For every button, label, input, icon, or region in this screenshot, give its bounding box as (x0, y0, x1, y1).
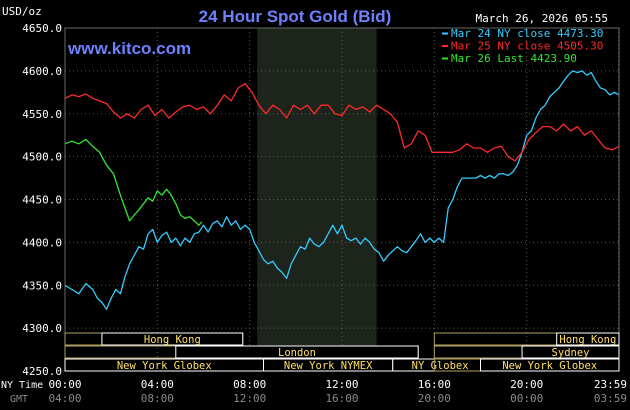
session-bar-label: Hong Kong (144, 334, 201, 346)
shaded-region-rect (257, 28, 377, 371)
nymex-shaded-region (257, 28, 377, 371)
chart-title: 24 Hour Spot Gold (Bid) (199, 7, 392, 26)
session-bar-label: New York Globex (117, 360, 212, 372)
brand-watermark: www.kitco.com (67, 39, 191, 58)
series-line-1 (64, 70, 620, 310)
x-tick-label-ny: 04:00 (141, 378, 174, 391)
x-tick-label-ny: 20:00 (510, 378, 543, 391)
session-bar-active (101, 332, 244, 346)
x-tick-label-ny: 23:59 (594, 378, 627, 391)
series-lines (64, 70, 620, 310)
session-bar-active (521, 345, 620, 359)
session-bar-label: London (278, 347, 316, 359)
y-tick-label: 4350.0 (22, 279, 62, 292)
y-axis-unit-label: USD/oz (2, 5, 42, 18)
x-tick-label-gmt: 12:00 (233, 392, 266, 405)
session-bar-label: Sydney (552, 347, 590, 359)
x-tick-label-ny: 08:00 (233, 378, 266, 391)
session-bar-active (480, 358, 620, 372)
series-line-2 (64, 83, 620, 162)
x-tick-label-gmt: 08:00 (141, 392, 174, 405)
session-bar-active (556, 332, 620, 346)
y-tick-label: 4550.0 (22, 108, 62, 121)
x-tick-label-gmt: 20:00 (418, 392, 451, 405)
x-tick-label-gmt: 04:00 (48, 392, 81, 405)
session-bar-label: New York Globex (502, 360, 597, 372)
x-tick-label-gmt: 00:00 (510, 392, 543, 405)
x-tick-label-gmt: 16:00 (325, 392, 358, 405)
x-axis-ny-time-label: NY Time (1, 380, 43, 391)
x-axis-labels: NY Time GMT 00:0004:0004:0008:0008:0012:… (1, 378, 627, 405)
legend-entry-2: Mar 25 NY close 4505.30 (451, 40, 603, 53)
y-tick-label: 4600.0 (22, 65, 62, 78)
legend-entry-3: Mar 26 Last 4423.90 (451, 52, 577, 65)
y-tick-label: 4300.0 (22, 322, 62, 335)
y-tick-label: 4250.0 (22, 365, 62, 378)
session-bar-label: New York NYMEX (284, 360, 373, 372)
y-tick-label: 4650.0 (22, 22, 62, 35)
x-tick-label-ny: 16:00 (418, 378, 451, 391)
y-tick-label: 4400.0 (22, 236, 62, 249)
legend-entry-1: Mar 24 NY close 4473.30 (451, 27, 603, 40)
session-bar-label: NY Globex (412, 360, 469, 372)
axes: 4650.0 4600.0 4550.0 4500.0 4450.0 4400.0 4350… (22, 22, 620, 378)
y-tick-label: 4500.0 (22, 151, 62, 164)
session-bar-label: Hong Kong (559, 334, 616, 346)
x-tick-label-ny: 12:00 (325, 378, 358, 391)
y-tick-label: 4450.0 (22, 194, 62, 207)
x-axis-gmt-label: GMT (10, 394, 28, 405)
session-bar-active (175, 345, 419, 359)
x-tick-label-ny: 00:00 (48, 378, 81, 391)
x-tick-label-gmt: 03:59 (594, 392, 627, 405)
session-bars: Hong Kong London New York Globex New York N… (64, 332, 620, 372)
series-line-3 (64, 138, 203, 226)
timestamp: March 26, 2026 05:55 (476, 12, 608, 25)
